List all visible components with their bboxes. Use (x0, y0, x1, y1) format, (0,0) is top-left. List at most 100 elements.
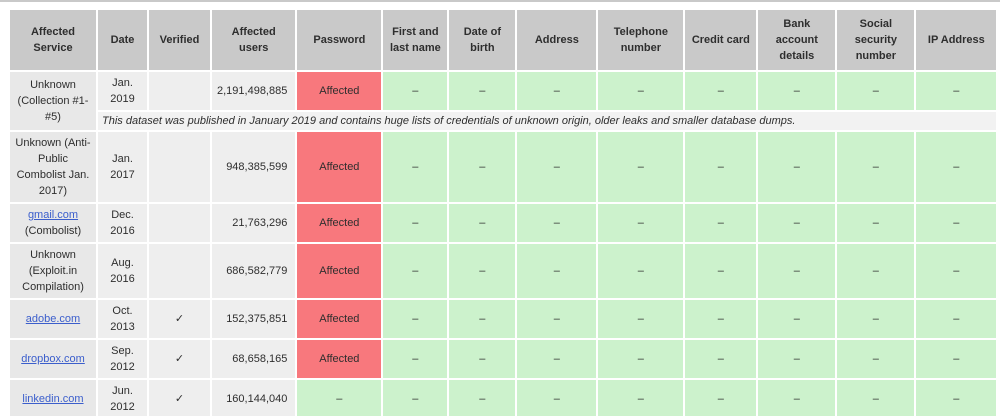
pii-cell-date-of-birth: – (449, 72, 516, 110)
verified-cell (149, 132, 210, 202)
date-cell: Jan. 2019 (98, 72, 147, 110)
pii-cell-bank-account-details: – (758, 204, 836, 242)
pii-cell-telephone-number: – (598, 132, 684, 202)
pii-cell-first-and-last-name: – (383, 72, 448, 110)
pii-cell-bank-account-details: – (758, 132, 836, 202)
users-cell: 152,375,851 (212, 300, 296, 338)
pii-cell-telephone-number: – (598, 204, 684, 242)
service-cell: Unknown (Exploit.in Compilation) (10, 244, 96, 298)
pii-cell-first-and-last-name: – (383, 244, 448, 298)
column-header-date: Date (98, 10, 147, 70)
users-cell: 686,582,779 (212, 244, 296, 298)
verified-cell: ✓ (149, 340, 210, 378)
pii-cell-social-security-number: – (837, 72, 915, 110)
date-cell: Jun. 2012 (98, 380, 147, 416)
pii-cell-first-and-last-name: – (383, 380, 448, 416)
users-cell: 948,385,599 (212, 132, 296, 202)
pii-cell-first-and-last-name: – (383, 300, 448, 338)
column-header-affected-users: Affected users (212, 10, 296, 70)
column-header-address: Address (517, 10, 597, 70)
pii-cell-credit-card: – (685, 300, 757, 338)
password-cell: Affected (297, 340, 382, 378)
service-link[interactable]: dropbox.com (21, 353, 85, 365)
users-cell: 2,191,498,885 (212, 72, 296, 110)
breach-table: Affected Service Date Verified Affected use… (8, 8, 999, 416)
table-row: Unknown (Anti-Public Combolist Jan. 2017… (10, 132, 997, 202)
date-cell: Jan. 2017 (98, 132, 147, 202)
service-cell: dropbox.com (10, 340, 96, 378)
pii-cell-first-and-last-name: – (383, 340, 448, 378)
pii-cell-social-security-number: – (837, 380, 915, 416)
header-row: Affected Service Date Verified Affected use… (10, 10, 997, 70)
pii-cell-credit-card: – (685, 380, 757, 416)
pii-cell-telephone-number: – (598, 72, 684, 110)
pii-cell-ip-address: – (916, 340, 997, 378)
pii-cell-first-and-last-name: – (383, 132, 448, 202)
pii-cell-address: – (517, 244, 597, 298)
pii-cell-ip-address: – (916, 300, 997, 338)
service-cell: gmail.com (Combolist) (10, 204, 96, 242)
service-link[interactable]: gmail.com (27, 209, 79, 221)
pii-cell-ip-address: – (916, 72, 997, 110)
pii-cell-date-of-birth: – (449, 300, 516, 338)
pii-cell-address: – (517, 132, 597, 202)
pii-cell-ip-address: – (916, 380, 997, 416)
pii-cell-social-security-number: – (837, 300, 915, 338)
pii-cell-credit-card: – (685, 132, 757, 202)
column-header-social-security-number: Social security number (837, 10, 915, 70)
column-header-password: Password (297, 10, 382, 70)
pii-cell-bank-account-details: – (758, 380, 836, 416)
note-cell: This dataset was published in January 20… (98, 112, 997, 130)
pii-cell-address: – (517, 380, 597, 416)
verified-cell: ✓ (149, 380, 210, 416)
pii-cell-address: – (517, 300, 597, 338)
column-header-first-and-last-name: First and last name (383, 10, 448, 70)
service-cell: adobe.com (10, 300, 96, 338)
date-cell: Oct. 2013 (98, 300, 147, 338)
pii-cell-date-of-birth: – (449, 132, 516, 202)
password-cell: Affected (297, 300, 382, 338)
pii-cell-bank-account-details: – (758, 340, 836, 378)
service-link[interactable]: linkedin.com (22, 393, 84, 405)
pii-cell-ip-address: – (916, 132, 997, 202)
pii-cell-ip-address: – (916, 204, 997, 242)
verified-cell: ✓ (149, 300, 210, 338)
password-cell: – (297, 380, 382, 416)
pii-cell-credit-card: – (685, 72, 757, 110)
users-cell: 21,763,296 (212, 204, 296, 242)
service-link[interactable]: adobe.com (25, 313, 81, 325)
column-header-verified: Verified (149, 10, 210, 70)
pii-cell-address: – (517, 72, 597, 110)
column-header-affected-service: Affected Service (10, 10, 96, 70)
top-divider (0, 0, 1000, 2)
column-header-telephone-number: Telephone number (598, 10, 684, 70)
verified-cell (149, 204, 210, 242)
verified-cell (149, 244, 210, 298)
table-row: Unknown (Exploit.in Compilation) Aug. 201… (10, 244, 997, 298)
pii-cell-credit-card: – (685, 244, 757, 298)
service-cell: Unknown (Collection #1-#5) (10, 72, 96, 130)
table-row: adobe.com Oct. 2013 ✓ 152,375,851 Affected – –… (10, 300, 997, 338)
table-row: Unknown (Collection #1-#5) Jan. 2019 2,191… (10, 72, 997, 130)
pii-cell-address: – (517, 204, 597, 242)
pii-cell-credit-card: – (685, 340, 757, 378)
date-cell: Aug. 2016 (98, 244, 147, 298)
pii-cell-social-security-number: – (837, 340, 915, 378)
pii-cell-bank-account-details: – (758, 72, 836, 110)
date-cell: Sep. 2012 (98, 340, 147, 378)
pii-cell-social-security-number: – (837, 204, 915, 242)
table-row: dropbox.com Sep. 2012 ✓ 68,658,165 Affected –… (10, 340, 997, 378)
date-cell: Dec. 2016 (98, 204, 147, 242)
table-row: linkedin.com Jun. 2012 ✓ 160,144,040– – – – – – –… (10, 380, 997, 416)
service-cell: Unknown (Anti-Public Combolist Jan. 2017… (10, 132, 96, 202)
note-row: This dataset was published in January 20… (10, 112, 997, 130)
column-header-credit-card: Credit card (685, 10, 757, 70)
pii-cell-telephone-number: – (598, 380, 684, 416)
table-row: gmail.com (Combolist) Dec. 2016 21,763,296… (10, 204, 997, 242)
verified-cell (149, 72, 210, 110)
password-cell: Affected (297, 204, 382, 242)
pii-cell-ip-address: – (916, 244, 997, 298)
pii-cell-social-security-number: – (837, 132, 915, 202)
column-header-date-of-birth: Date of birth (449, 10, 516, 70)
pii-cell-date-of-birth: – (449, 244, 516, 298)
